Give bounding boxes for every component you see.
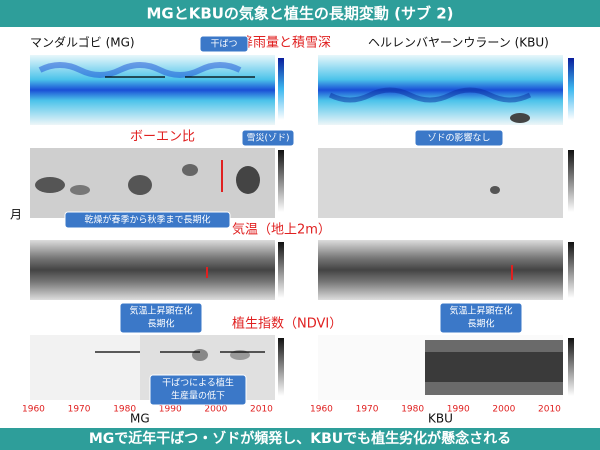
callout-text: ゾドの影響なし [427, 132, 490, 144]
year-label: 2010 [538, 405, 561, 415]
year-label: 2010 [250, 405, 273, 415]
callout [439, 302, 523, 334]
callout-text: 干ばつによる植生 [162, 377, 234, 389]
title-bar [0, 0, 600, 27]
panel-title: ボーエン比 [130, 130, 195, 145]
site-label: マンダルゴビ (MG) [30, 35, 135, 50]
arrow [95, 76, 265, 353]
callout-text: 乾燥が春季から秋季まで長期化 [84, 214, 210, 226]
callout [241, 129, 295, 147]
site-label: MG [130, 412, 150, 426]
colorbar [278, 58, 574, 396]
heatmap [30, 240, 563, 300]
year-label: 1980 [401, 405, 424, 415]
callout-text: 気温上昇顕在化 [449, 305, 512, 317]
footer: MGで近年干ばつ・ゾドが頻発し、KBUでも植生劣化が懸念される [89, 430, 511, 447]
callout-text: 長期化 [467, 318, 494, 330]
site-label: KBU [428, 412, 453, 426]
callout [149, 374, 247, 406]
callout [119, 302, 203, 334]
panel-title: 降雨量と積雪深 [240, 36, 331, 51]
callout-text: 生産量の低下 [171, 390, 225, 402]
year-label: 1980 [113, 405, 136, 415]
arrow [206, 160, 513, 280]
year-label: 1990 [159, 405, 182, 415]
year-label: 1960 [310, 405, 333, 415]
heatmap [30, 148, 563, 218]
callout-text: 雪災(ゾド) [246, 133, 289, 144]
year-label: 1960 [22, 405, 45, 415]
year-label: 1970 [68, 405, 91, 415]
title: MGとKBUの気象と植生の長期変動 (サブ 2) [146, 5, 453, 23]
y-label: 月 [10, 208, 22, 222]
panel-title: 気温（地上2m） [232, 222, 331, 238]
callout-text: 気温上昇顕在化 [129, 305, 192, 317]
site-label: ヘルレンバヤーンウラーン (KBU) [368, 36, 549, 50]
callout-text: 長期化 [147, 318, 174, 330]
year-label: 1970 [356, 405, 379, 415]
footer-bar [0, 428, 600, 450]
callout-text: 干ばつ [210, 39, 237, 50]
year-label: 1990 [447, 405, 470, 415]
year-label: 2000 [492, 405, 515, 415]
callout [414, 129, 504, 147]
heatmap [30, 55, 563, 125]
year-label: 2000 [204, 405, 227, 415]
panel-title: 植生指数（NDVI） [232, 317, 342, 332]
callout [199, 35, 249, 53]
callout [64, 211, 231, 229]
